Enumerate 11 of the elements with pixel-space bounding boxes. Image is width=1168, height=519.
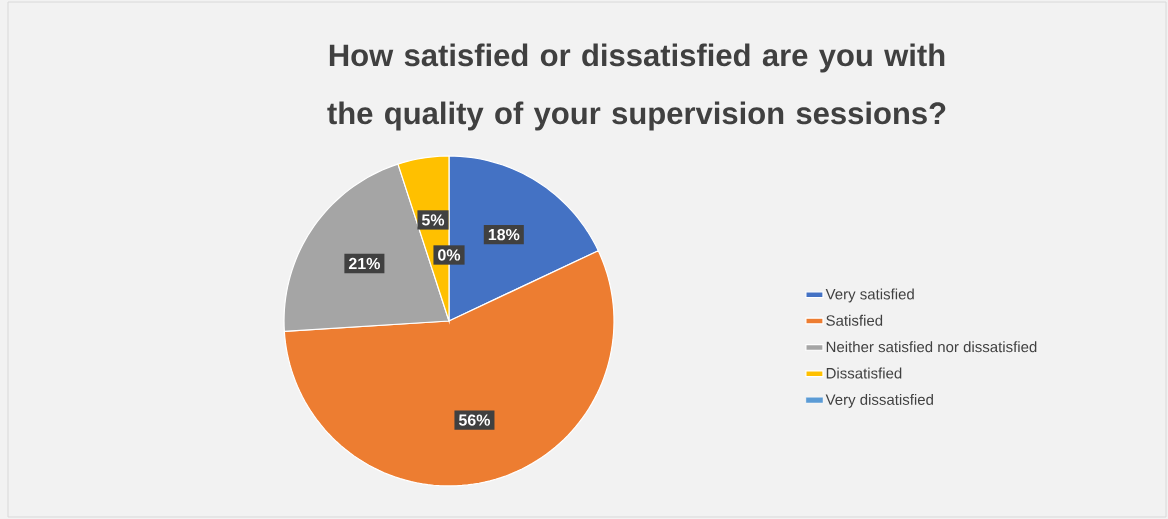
chart-title: How satisfied or dissatisfied are you with the quality of your supervision sessions? (327, 43, 946, 131)
legend-label: Very dissatisfied (825, 393, 933, 408)
legend-label: Very satisfied (825, 288, 914, 303)
data-label: 21% (348, 257, 380, 270)
legend-label: Satisfied (826, 314, 883, 326)
text: 0% (438, 249, 461, 261)
data-label: 56% (458, 414, 491, 426)
data-label: 18% (488, 228, 520, 241)
legend-label: Neither satisfied nor dissatisfied (826, 341, 1037, 353)
data-label: 5% (421, 214, 445, 226)
legend-label: Dissatisfied (826, 367, 902, 379)
